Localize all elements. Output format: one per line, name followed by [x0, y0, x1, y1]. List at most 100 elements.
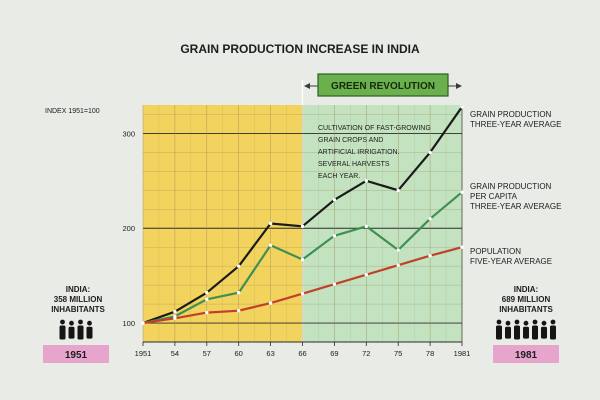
year-badge-label: 1981 — [515, 350, 538, 361]
x-tick-label: 60 — [235, 349, 243, 358]
person-body — [68, 326, 75, 339]
data-point — [396, 248, 400, 252]
data-point — [205, 297, 209, 302]
chart-title: GRAIN PRODUCTION INCREASE IN INDIA — [180, 42, 420, 56]
series-label-per-capita: GRAIN PRODUCTION PER CAPITA THREE-YEAR A… — [470, 182, 561, 211]
person-head — [550, 319, 556, 325]
x-tick-label: 75 — [394, 349, 402, 358]
x-tick-label: 72 — [362, 349, 370, 358]
data-point — [205, 310, 209, 315]
panel-text: 358 MILLION — [54, 295, 103, 304]
person-body — [514, 325, 520, 340]
data-point — [268, 301, 273, 305]
grid — [142, 105, 463, 342]
series-label-population: POPULATION FIVE-YEAR AVERAGE — [470, 247, 552, 266]
x-tick-label: 57 — [203, 349, 211, 358]
annotation-line: SEVERAL HARVESTS — [318, 161, 390, 168]
y-tick-label: 200 — [122, 224, 135, 233]
people-row — [59, 319, 93, 340]
data-point — [460, 245, 464, 249]
data-point — [300, 291, 305, 296]
y-axis-label: INDEX 1951=100 — [45, 108, 100, 115]
series-label-line: GRAIN PRODUCTION — [470, 110, 552, 119]
x-tick-label: 69 — [330, 349, 338, 358]
data-point — [332, 282, 337, 286]
series-label-line: GRAIN PRODUCTION — [470, 182, 552, 191]
person-icon — [532, 319, 538, 340]
year-badge-label: 1951 — [65, 350, 88, 361]
person-body — [532, 325, 538, 340]
people-row — [496, 319, 556, 340]
data-point — [428, 254, 432, 258]
data-point — [300, 224, 305, 229]
person-head — [69, 320, 74, 326]
x-tick-label: 1951 — [135, 349, 152, 358]
data-point — [173, 316, 177, 320]
data-point — [173, 309, 177, 314]
data-point — [396, 263, 400, 267]
person-head — [87, 320, 92, 326]
annotation-line: ARTIFICIAL IRRIGATION. — [318, 149, 400, 156]
person-body — [505, 326, 511, 339]
data-point — [364, 224, 368, 229]
data-point — [237, 291, 241, 295]
person-body — [77, 325, 84, 340]
x-tick-label: 1981 — [454, 349, 471, 358]
panel-text: INDIA: — [514, 285, 538, 294]
person-body — [541, 326, 547, 339]
person-icon — [550, 319, 556, 340]
person-icon — [496, 319, 502, 340]
series-label-grain-production: GRAIN PRODUCTION THREE-YEAR AVERAGE — [470, 110, 561, 129]
series-label-line: PER CAPITA — [470, 192, 518, 201]
annotation-line: EACH YEAR. — [318, 173, 360, 180]
banner-box — [317, 73, 449, 97]
year-badge — [493, 345, 559, 363]
series-label-line: FIVE-YEAR AVERAGE — [470, 257, 552, 266]
annotation-line: CULTIVATION OF FAST-GROWING — [318, 125, 431, 132]
y-tick-label: 300 — [122, 129, 135, 138]
person-icon — [505, 320, 511, 339]
person-icon — [77, 319, 84, 340]
annotation: CULTIVATION OF FAST-GROWING GRAIN CROPS … — [318, 125, 431, 180]
person-icon — [86, 320, 93, 339]
person-head — [514, 319, 520, 325]
y-tick-label: 100 — [122, 319, 135, 328]
annotation-line: GRAIN CROPS AND — [318, 137, 383, 144]
data-point — [364, 179, 368, 183]
x-tick-label: 78 — [426, 349, 434, 358]
data-point — [460, 105, 464, 109]
data-point — [237, 264, 241, 268]
person-icon — [541, 320, 547, 339]
right-panel: INDIA: 689 MILLION INHABITANTS 1981 — [493, 285, 559, 363]
person-icon — [68, 320, 75, 339]
person-body — [59, 325, 66, 340]
person-body — [550, 325, 556, 340]
data-point — [141, 321, 145, 325]
data-point — [364, 272, 368, 277]
person-body — [523, 326, 529, 339]
data-point — [205, 291, 209, 295]
data-point — [332, 234, 337, 238]
year-badge — [43, 345, 109, 363]
series-label-line: THREE-YEAR AVERAGE — [470, 202, 561, 211]
data-point — [268, 243, 273, 248]
person-head — [505, 320, 511, 326]
data-point — [300, 257, 305, 262]
panel-text: INHABITANTS — [499, 305, 553, 314]
person-head — [78, 319, 83, 325]
x-tick-label: 63 — [266, 349, 274, 358]
person-body — [86, 326, 93, 339]
x-tick-label: 66 — [298, 349, 306, 358]
series-label-line: POPULATION — [470, 247, 521, 256]
panel-text: INDIA: — [66, 285, 90, 294]
banner-label: GREEN REVOLUTION — [331, 81, 435, 92]
data-point — [428, 217, 432, 221]
data-point — [237, 309, 241, 313]
series-label-line: THREE-YEAR AVERAGE — [470, 120, 561, 129]
person-head — [532, 319, 538, 325]
person-head — [60, 319, 65, 325]
green-revolution-banner: GREEN REVOLUTION — [304, 73, 462, 97]
panel-text: INHABITANTS — [51, 305, 105, 314]
person-head — [523, 320, 529, 326]
